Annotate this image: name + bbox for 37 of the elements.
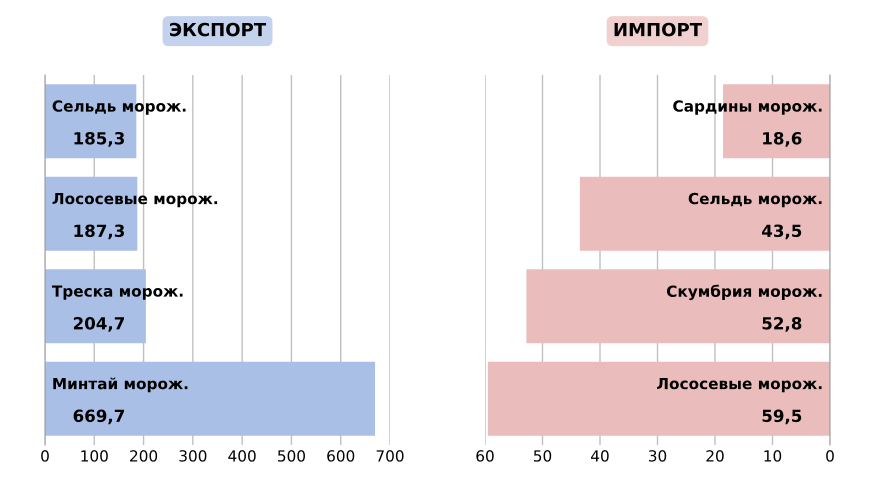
- y-tick-label: Сардины морож.: [673, 100, 822, 115]
- x-tick-label: 500: [278, 450, 305, 462]
- chart-title: ИМПОРТ: [614, 22, 702, 36]
- data-label: 52,8: [762, 316, 802, 332]
- x-tick-label: 600: [327, 450, 354, 462]
- data-label: 18,6: [763, 132, 802, 147]
- x-tick-label: 0: [826, 450, 834, 462]
- chart-title: ЭКСПОРТ: [170, 22, 266, 36]
- bar: [580, 176, 830, 251]
- x-tick-label: 20: [706, 450, 724, 462]
- x-tick-label: 40: [591, 450, 609, 462]
- data-label: 43,5: [762, 224, 802, 240]
- data-label: 59,5: [762, 409, 802, 424]
- data-label: 204,7: [74, 316, 124, 332]
- data-label: 187,3: [74, 224, 124, 240]
- y-tick-label: Сельдь морож.: [688, 192, 822, 208]
- x-tick-label: 200: [130, 450, 158, 462]
- x-tick-label: 300: [179, 450, 206, 462]
- data-label: 669,7: [74, 409, 124, 424]
- x-tick-label: 100: [81, 450, 108, 462]
- y-tick-label: Лососевые морож.: [657, 378, 822, 392]
- x-tick-label: 700: [376, 450, 404, 462]
- x-tick-label: 0: [41, 450, 49, 462]
- y-tick-label: Лососевые морож.: [52, 192, 218, 208]
- data-label: 185,3: [74, 132, 124, 147]
- bar: [45, 362, 376, 436]
- x-tick-label: 50: [534, 450, 552, 462]
- y-tick-label: Скумбрия морож.: [666, 284, 822, 300]
- x-tick-label: 10: [764, 450, 782, 462]
- x-tick-label: 30: [648, 450, 666, 462]
- y-tick-label: Сельдь морож.: [52, 100, 186, 115]
- x-tick-label: 400: [228, 450, 256, 462]
- y-tick-label: Минтай морож.: [53, 377, 188, 392]
- bar: [488, 362, 830, 436]
- x-tick-label: 60: [476, 450, 494, 462]
- y-tick-label: Треска морож.: [52, 285, 183, 300]
- bar: [526, 269, 830, 344]
